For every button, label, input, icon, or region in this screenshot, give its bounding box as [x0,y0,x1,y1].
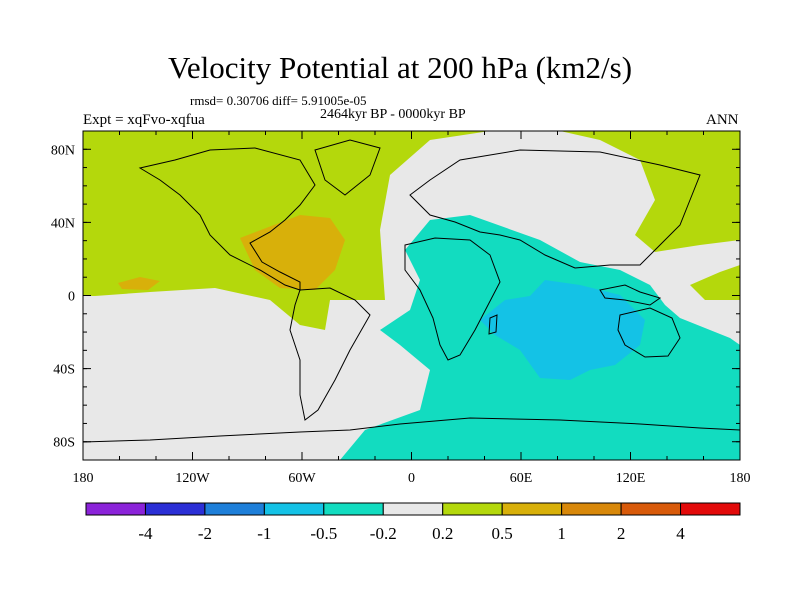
season-label: ANN [706,112,739,128]
colorbar: -4 -2 -1 -0.5 -0.2 0.2 0.5 1 2 4 [85,502,741,543]
plot-title: Velocity Potential at 200 hPa (km2/s) [167,50,633,85]
negative-strong-indian [480,280,645,380]
coastlines [83,139,740,443]
colorbar-swatch [561,502,622,516]
colorbar-swatch [323,502,384,516]
colorbar-label: -4 [138,524,153,543]
colorbar-label: -0.5 [310,524,337,543]
lon-tick-label: 180 [73,471,94,486]
lon-tick-label: 180 [730,471,751,486]
axis-tick-labels: 180 120W 60W 0 60E 120E 180 80N 40N 0 40S 80S [51,143,751,486]
colorbar-label: -0.2 [370,524,397,543]
lat-tick-label: 40N [51,216,75,231]
positive-anomaly-southeast [690,265,740,300]
colorbar-label: -1 [257,524,271,543]
positive-strong-pacific [118,277,160,290]
lon-tick-label: 60E [510,471,533,486]
experiment-label: Expt = xqFvo-xqfua [83,112,205,128]
positive-anomaly-east [560,131,740,252]
lat-tick-label: 0 [68,290,75,305]
colorbar-label: -2 [198,524,212,543]
colorbar-label: 2 [617,524,626,543]
colorbar-swatch [501,502,563,516]
lon-tick-label: 60W [288,471,316,486]
colorbar-label: 0.5 [492,524,513,543]
coast-maritime [599,284,662,306]
coast-madagascar [488,314,498,335]
coast-eurasia [409,149,701,269]
colorbar-label: 1 [557,524,566,543]
colorbar-swatch [680,502,741,516]
coast-antarctica [83,417,740,443]
coast-greenland [314,139,381,196]
coast-australia [617,307,681,358]
map-area [83,131,740,460]
colorbar-label: 4 [676,524,685,543]
lon-tick-label: 0 [408,471,415,486]
lat-tick-label: 80S [53,436,75,451]
axis-ticks [82,130,741,461]
colorbar-swatch [442,502,503,516]
coast-north-america [138,147,316,291]
colorbar-label: 0.2 [432,524,453,543]
lat-tick-label: 80N [51,143,75,158]
time-range-subtitle: 2464kyr BP - 0000kyr BP [320,107,466,122]
lat-tick-label: 40S [53,363,75,378]
colorbar-swatch [263,502,325,516]
coast-south-america [289,287,371,421]
stats-line: rmsd= 0.30706 diff= 5.91005e-05 [190,93,367,108]
colorbar-swatch [382,502,444,516]
lon-tick-label: 120W [175,471,210,486]
coast-africa [404,237,501,361]
colorbar-swatch [85,502,146,516]
colorbar-swatch [620,502,682,516]
lon-tick-label: 120E [616,471,646,486]
colorbar-swatch [144,502,206,516]
colorbar-swatch [204,502,265,516]
